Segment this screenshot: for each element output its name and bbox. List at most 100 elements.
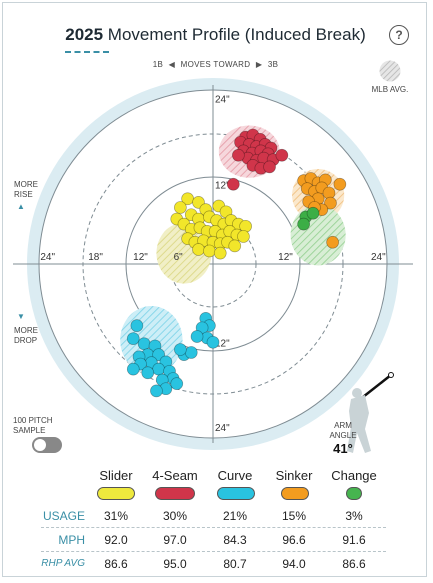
swatch-curve[interactable] (217, 487, 255, 500)
pitch-point-curve[interactable] (126, 362, 140, 376)
rhp-slider: 86.6 (104, 557, 128, 571)
pitch-point-curve[interactable] (152, 348, 165, 361)
pitch-point-curve[interactable] (152, 362, 165, 376)
pitch-name-curve: Curve (217, 468, 253, 483)
rhp-curve: 80.7 (223, 557, 247, 571)
sample-line2: SAMPLE (13, 426, 46, 435)
row-label-mph: MPH (58, 533, 85, 547)
usage-change: 3% (345, 509, 363, 523)
pitch-point-curve[interactable] (190, 330, 204, 343)
pitch-point-change[interactable] (297, 217, 310, 231)
direction-indicator: 1B ◀ MOVES TOWARD ▶ 3B (3, 60, 428, 69)
x-tick-label: 24" (40, 252, 55, 263)
swatch-slider[interactable] (97, 487, 135, 500)
mph-change: 91.6 (342, 533, 366, 547)
pitch-name-slider: Slider (99, 468, 133, 483)
pitch-point-curve[interactable] (174, 343, 187, 356)
x-tick-label: 18" (88, 252, 103, 263)
row-separator (41, 551, 386, 552)
pitch-name-4seam: 4-Seam (152, 468, 198, 483)
pitch-point-curve[interactable] (126, 332, 140, 346)
more-drop-line1: MORE (14, 326, 38, 335)
pitch-point-4seam[interactable] (226, 177, 240, 191)
mph-slider: 92.0 (104, 533, 128, 547)
usage-curve: 21% (222, 509, 248, 523)
pitch-point-slider[interactable] (213, 246, 227, 260)
direction-left-label: 1B (152, 60, 164, 69)
pitch-point-slider[interactable] (237, 230, 250, 243)
pitch-point-curve[interactable] (130, 319, 144, 332)
sample-toggle[interactable] (32, 437, 62, 453)
arm-line1: ARM (334, 421, 352, 430)
swatch-4seam[interactable] (155, 487, 195, 500)
pitch-point-curve[interactable] (206, 335, 220, 349)
pitch-point-slider[interactable] (181, 192, 194, 206)
arm-line2: ANGLE (329, 431, 357, 440)
pitch-point-slider[interactable] (192, 243, 205, 256)
pitch-point-slider[interactable] (203, 244, 216, 258)
pitch-point-curve[interactable] (170, 377, 184, 390)
mlb-avg-swatch-icon (379, 60, 401, 82)
y-tick-label: 24" (215, 423, 230, 434)
pitch-point-4seam[interactable] (275, 148, 289, 162)
movement-plot: 24" 18" 12" 6" 12" 24" 24" 12" 12" 24" (13, 78, 413, 450)
title-year[interactable]: 2025 (65, 25, 104, 44)
mph-4seam: 97.0 (163, 533, 187, 547)
mlb-avg-label: MLB AVG. (371, 85, 409, 94)
y-tick-label: 12" (215, 338, 230, 349)
direction-middle-label: MOVES TOWARD (180, 60, 251, 69)
mph-sinker: 96.6 (282, 533, 306, 547)
more-rise-label: MORE RISE (14, 180, 38, 200)
x-tick-label: 12" (133, 252, 148, 263)
pitch-point-sinker[interactable] (333, 177, 347, 191)
pitch-point-slider[interactable] (174, 201, 187, 214)
arm-angle-value: 41° (333, 441, 353, 456)
pitch-point-4seam[interactable] (263, 160, 276, 174)
down-arrow-icon: ▼ (17, 312, 25, 321)
row-separator (41, 527, 386, 528)
usage-4seam: 30% (162, 509, 188, 523)
toggle-knob (34, 439, 46, 451)
pitch-point-curve[interactable] (137, 337, 151, 351)
rhp-sinker: 94.0 (282, 557, 306, 571)
left-arrow-icon: ◀ (168, 60, 176, 69)
pitch-point-curve[interactable] (141, 366, 155, 380)
mph-curve: 84.3 (223, 533, 247, 547)
pitch-point-4seam[interactable] (232, 148, 245, 162)
usage-sinker: 15% (281, 509, 307, 523)
mlb-avg-legend: MLB AVG. (361, 60, 419, 94)
pitch-name-sinker: Sinker (275, 468, 313, 483)
y-tick-label: 12" (215, 180, 230, 191)
more-drop-line2: DROP (14, 336, 38, 345)
pitch-point-change[interactable] (306, 206, 320, 220)
right-arrow-icon: ▶ (255, 60, 263, 69)
pitch-point-slider[interactable] (228, 239, 242, 253)
pitch-point-sinker[interactable] (324, 196, 337, 210)
movement-profile-card: 2025 Movement Profile (Induced Break) ? … (2, 2, 427, 577)
sample-label: 100 PITCH SAMPLE (13, 416, 53, 436)
pitch-name-change: Change (331, 468, 377, 483)
rhp-4seam: 95.0 (163, 557, 187, 571)
x-tick-label: 6" (174, 252, 184, 263)
x-tick-label: 12" (278, 252, 293, 263)
help-icon[interactable]: ? (389, 25, 409, 45)
sample-line1: 100 PITCH (13, 416, 53, 425)
pitch-point-curve[interactable] (150, 384, 163, 398)
title-text: Movement Profile (Induced Break) (107, 25, 366, 44)
pitch-point-sinker[interactable] (326, 235, 339, 249)
page-title: 2025 Movement Profile (Induced Break) (3, 25, 428, 45)
pitch-point-curve[interactable] (184, 346, 198, 359)
ring-tick-labels: 24" 18" 12" 6" 12" 24" 24" 12" 12" 24" (40, 95, 386, 434)
swatch-sinker[interactable] (281, 487, 309, 500)
more-drop-label: MORE DROP (14, 326, 38, 346)
more-rise-line2: RISE (14, 190, 33, 199)
x-tick-label: 24" (371, 252, 386, 263)
swatch-change[interactable] (346, 487, 362, 500)
pitch-point-slider[interactable] (192, 196, 205, 209)
rhp-change: 86.6 (342, 557, 366, 571)
arm-angle-label: ARM ANGLE (323, 421, 363, 441)
row-label-rhp-avg: RHP AVG (41, 558, 85, 569)
pitcher-arm-icon (347, 372, 394, 453)
pitch-points-layer (126, 128, 347, 398)
more-rise-line1: MORE (14, 180, 38, 189)
